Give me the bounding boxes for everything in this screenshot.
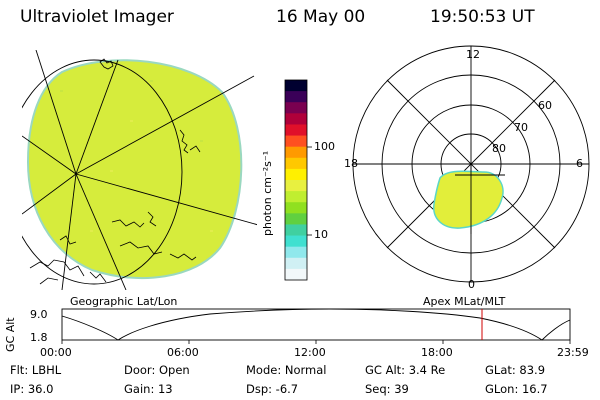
colorbar-label-10: 10 [314, 228, 328, 241]
colorbar-segment [285, 257, 307, 270]
gain-info: Gain: 13 [124, 382, 173, 396]
altitude-tick-high: 9.0 [30, 308, 48, 321]
dsp-info: Dsp: -6.7 [246, 382, 299, 396]
polar-plot [352, 45, 590, 283]
colorbar-segment [285, 113, 307, 125]
colorbar-segment [285, 202, 307, 214]
lat-label-60: 60 [538, 99, 552, 112]
time-tick-2359: 23:59 [557, 346, 589, 359]
glat-info: GLat: 83.9 [485, 363, 546, 377]
time-label: 19:50:53 UT [430, 7, 535, 27]
door-info: Door: Open [124, 363, 190, 377]
colorbar-segment [285, 91, 307, 103]
colorbar-segment [285, 80, 307, 92]
mlt-label-18: 18 [344, 157, 358, 170]
time-tick-0600: 06:00 [167, 346, 199, 359]
mode-info: Mode: Normal [246, 363, 327, 377]
ip-info: IP: 36.0 [10, 382, 54, 396]
colorbar-segment [285, 213, 307, 225]
glon-info: GLon: 16.7 [485, 382, 548, 396]
colorbar-segment [285, 268, 307, 281]
altitude-frame [61, 308, 571, 341]
filter-info: Flt: LBHL [10, 363, 62, 377]
polar-panel-label: Apex MLat/MLT [423, 295, 506, 308]
seq-info: Seq: 39 [365, 382, 409, 396]
colorbar-segment [285, 146, 307, 159]
geographic-grid [22, 50, 257, 290]
colorbar-segment [285, 224, 307, 237]
colorbar-segment [285, 180, 307, 192]
mlt-label-6: 6 [576, 157, 583, 170]
auroral-oval [433, 170, 504, 229]
left-panel-label: Geographic Lat/Lon [70, 295, 178, 308]
colorbar-frame [284, 79, 308, 281]
gc-alt-info: GC Alt: 3.4 Re [365, 363, 446, 377]
lat-label-70: 70 [514, 121, 528, 134]
colorbar-segment [285, 191, 307, 203]
colorbar-unit-label: photon cm⁻²s⁻¹ [261, 150, 274, 236]
uv-disc [26, 59, 243, 280]
lat-label-80: 80 [492, 142, 506, 155]
colorbar-segment [285, 168, 307, 181]
coastlines [29, 58, 201, 285]
geographic-image-panel [22, 50, 257, 290]
colorbar-segment [285, 246, 307, 259]
colorbar-segment [285, 235, 307, 248]
time-tick-1800: 18:00 [421, 346, 453, 359]
time-tick-1200: 12:00 [294, 346, 326, 359]
mlt-label-0: 0 [468, 278, 475, 291]
instrument-title: Ultraviolet Imager [20, 7, 174, 27]
colorbar [285, 80, 307, 281]
colorbar-segment [285, 102, 307, 114]
colorbar-segment [285, 135, 307, 148]
colorbar-label-100: 100 [314, 140, 335, 153]
colorbar-segment [285, 124, 307, 137]
time-tick-0000: 00:00 [40, 346, 72, 359]
date-label: 16 May 00 [276, 7, 366, 27]
altitude-plot [61, 308, 571, 344]
mlt-label-12: 12 [466, 48, 480, 61]
colorbar-segment [285, 157, 307, 170]
altitude-axis-label: GC Alt [4, 317, 17, 352]
altitude-tick-low: 1.8 [30, 331, 48, 344]
altitude-curve [61, 308, 571, 341]
